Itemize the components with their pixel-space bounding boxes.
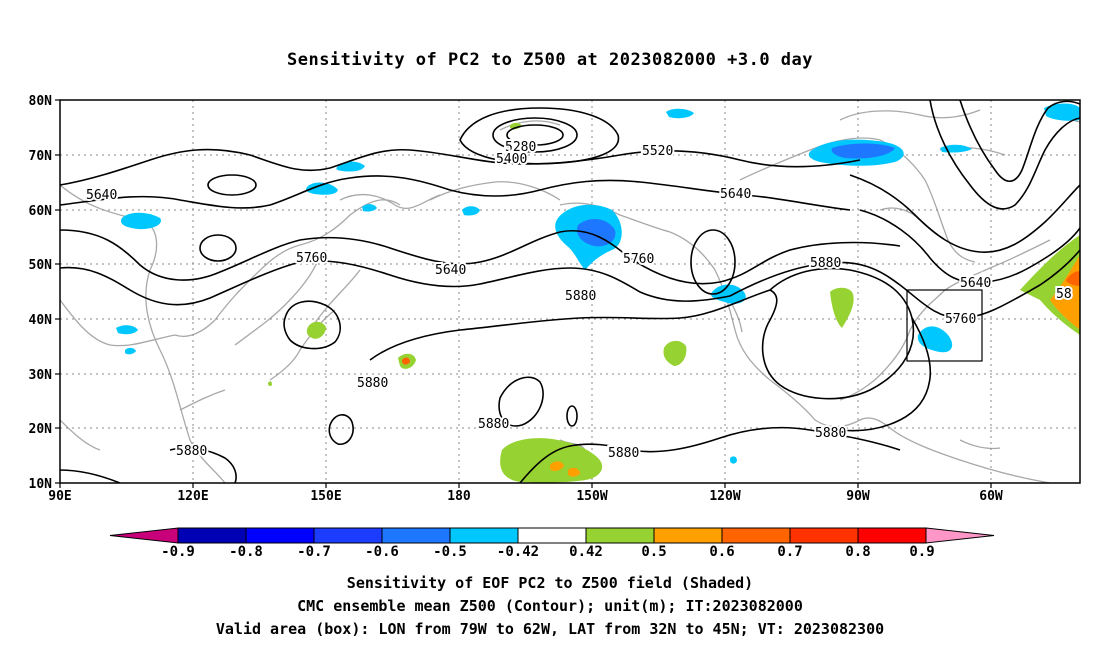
shade-negative [576,218,616,247]
colorbar-tick-label: 0.6 [709,544,734,560]
shade-positive [402,357,410,365]
colorbar-swatch [653,527,723,544]
colorbar-tick-label: 0.42 [569,544,603,560]
shade-negative [666,108,694,119]
lon-label: 150W [576,489,607,504]
colorbar-tick-label: -0.7 [297,544,331,560]
colorbar-swatch [177,527,247,544]
colorbar-swatch [449,527,519,544]
contour-label: 5640 [960,276,991,291]
colorbar-tick-label: -0.42 [497,544,539,560]
shade-negative [462,206,480,216]
shade-negative [116,325,138,335]
colorbar-labels: -0.9 -0.8 -0.7 -0.6 -0.5 -0.42 0.42 0.5 … [161,544,935,560]
colorbar-swatch [585,527,655,544]
colorbar-swatch [517,527,587,544]
shade-negative [306,182,338,195]
lon-label: 120E [177,489,208,504]
contour-label: 5880 [357,376,388,391]
lon-label: 60W [979,489,1003,504]
lon-label: 90W [846,489,870,504]
lon-labels: 90E 120E 150E 180 150W 120W 90W 60W [48,489,1003,504]
colorbar-tick-label: -0.5 [433,544,467,560]
lat-label: 60N [29,204,53,219]
colorbar [109,527,995,544]
shade-positive [830,287,854,328]
colorbar-tick-label: 0.8 [845,544,870,560]
contour-label: 5760 [945,312,976,327]
colorbar-tick-label: -0.8 [229,544,263,560]
contour-label: 5640 [86,188,117,203]
shade-negative [730,456,737,464]
shade-negative [362,204,377,212]
colorbar-tick-label: 0.5 [641,544,666,560]
shade-negative [831,143,895,159]
colorbar-swatch [857,527,927,544]
sensitivity-shading [116,103,1080,483]
shade-negative [711,284,746,304]
contour-label: 5880 [478,417,509,432]
lat-label: 10N [29,477,53,492]
colorbar-tick-label: 0.9 [909,544,934,560]
colorbar-tick-label: -0.6 [365,544,399,560]
contour-label: 5760 [296,251,327,266]
lat-label: 80N [29,94,53,109]
lat-label: 40N [29,313,53,328]
colorbar-tick-label: 0.7 [777,544,802,560]
contour-label: 5880 [608,446,639,461]
shade-positive [663,340,687,366]
contour-label: 5880 [815,426,846,441]
lat-labels: 80N 70N 60N 50N 40N 30N 20N 10N [29,94,53,492]
lon-label: 150E [310,489,341,504]
contour-label: 58 [1056,287,1072,302]
colorbar-tick-label: -0.9 [161,544,195,560]
shade-negative [125,347,136,355]
contour-label: 5640 [720,187,751,202]
contour-label: 5280 [505,140,536,155]
footer-line-1: Sensitivity of EOF PC2 to Z500 field (Sh… [346,574,754,592]
contour-label: 5880 [565,289,596,304]
colorbar-swatch [313,527,383,544]
lat-label: 50N [29,258,53,273]
lon-label: 180 [447,489,471,504]
shade-positive [268,381,272,387]
lat-label: 70N [29,149,53,164]
colorbar-swatch [245,527,315,544]
colorbar-extend-low [109,527,179,544]
shade-negative [1044,103,1080,121]
contour-labels: 5280 5400 5520 5640 5640 5640 5640 5760 … [84,138,1074,463]
shade-positive [550,461,564,471]
shade-positive [568,467,580,477]
colorbar-swatch [721,527,791,544]
shade-negative [336,161,365,172]
lon-label: 120W [709,489,740,504]
contour-label: 5400 [496,152,527,167]
map-title: Sensitivity of PC2 to Z500 at 2023082000… [286,50,813,70]
shade-negative [917,326,953,353]
contour-label: 5880 [810,256,841,271]
colorbar-swatch [381,527,451,544]
shade-negative [120,212,161,230]
plot-area: 5280 5400 5520 5640 5640 5640 5640 5760 … [60,100,1080,483]
colorbar-extend-high [925,527,995,544]
z500-contours [60,100,1080,483]
plot-frame [59,99,1081,484]
lat-label: 20N [29,422,53,437]
axis-ticks [55,99,992,488]
contour-label: 5640 [435,263,466,278]
contour-label: 5520 [642,144,673,159]
shade-positive [510,122,522,130]
contour-label: 5760 [623,252,654,267]
lon-label: 90E [48,489,71,504]
lat-label: 30N [29,368,53,383]
footer-line-2: CMC ensemble mean Z500 (Contour); unit(m… [297,597,803,615]
colorbar-swatch [789,527,859,544]
shade-positive [306,321,326,339]
footer-line-3: Valid area (box): LON from 79W to 62W, L… [215,620,885,638]
valid-area-box [906,289,983,362]
contour-label: 5880 [176,444,207,459]
shade-positive [1066,271,1080,286]
